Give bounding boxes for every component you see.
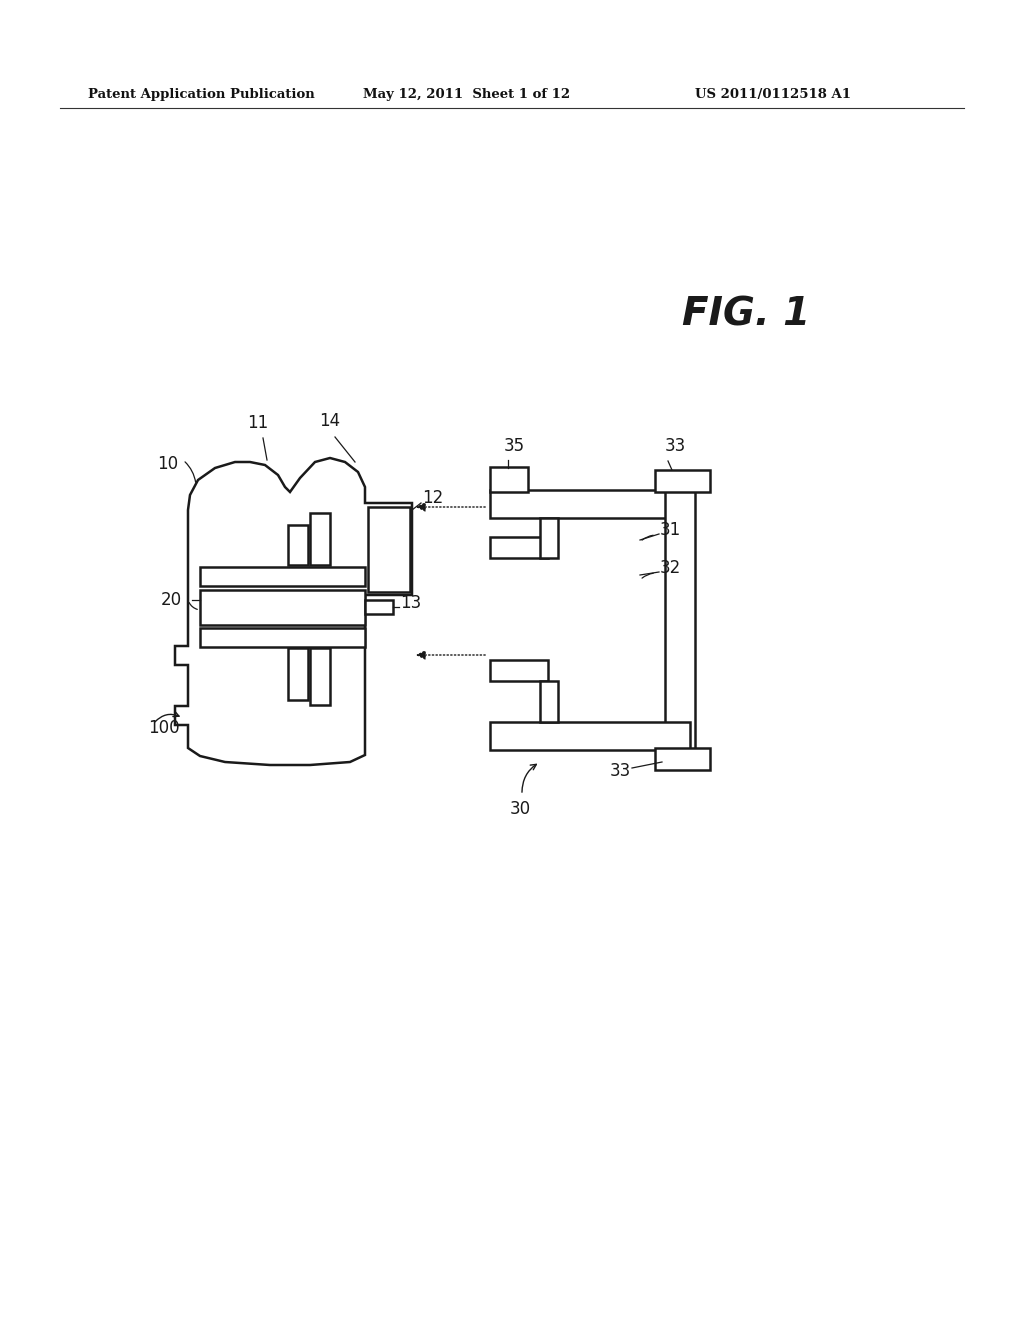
- Polygon shape: [655, 748, 710, 770]
- Text: 33: 33: [665, 437, 686, 455]
- Polygon shape: [310, 648, 330, 705]
- Polygon shape: [540, 517, 558, 558]
- Text: Patent Application Publication: Patent Application Publication: [88, 88, 314, 102]
- Text: 33: 33: [609, 762, 631, 780]
- Polygon shape: [288, 648, 308, 700]
- Text: 13: 13: [400, 594, 421, 612]
- Polygon shape: [365, 601, 393, 614]
- Polygon shape: [490, 660, 548, 681]
- Text: 35: 35: [504, 437, 525, 455]
- Polygon shape: [665, 490, 695, 750]
- Text: 32: 32: [660, 558, 681, 577]
- Text: 10: 10: [157, 455, 178, 473]
- Text: 12: 12: [422, 488, 443, 507]
- Polygon shape: [200, 568, 365, 586]
- Text: 30: 30: [509, 800, 530, 818]
- Polygon shape: [200, 628, 365, 647]
- Text: 14: 14: [319, 412, 341, 430]
- Polygon shape: [655, 470, 710, 492]
- Polygon shape: [368, 507, 410, 591]
- Polygon shape: [490, 537, 548, 558]
- Polygon shape: [288, 525, 308, 565]
- Text: US 2011/0112518 A1: US 2011/0112518 A1: [695, 88, 851, 102]
- Polygon shape: [310, 513, 330, 565]
- Text: May 12, 2011  Sheet 1 of 12: May 12, 2011 Sheet 1 of 12: [362, 88, 570, 102]
- Text: 11: 11: [248, 414, 268, 432]
- Text: 20: 20: [161, 591, 182, 609]
- Text: 100: 100: [148, 719, 179, 737]
- Polygon shape: [175, 458, 412, 766]
- Polygon shape: [540, 681, 558, 722]
- Text: 31: 31: [660, 521, 681, 539]
- Polygon shape: [200, 590, 365, 624]
- Polygon shape: [490, 490, 690, 517]
- Text: FIG. 1: FIG. 1: [682, 294, 810, 333]
- Polygon shape: [490, 467, 528, 492]
- Polygon shape: [490, 722, 690, 750]
